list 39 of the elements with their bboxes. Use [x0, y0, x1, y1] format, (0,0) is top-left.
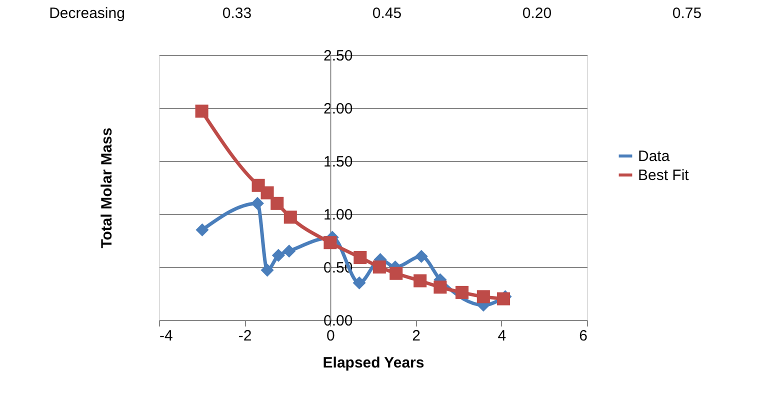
y-axis-title: Total Molar Mass — [98, 128, 116, 248]
point — [372, 260, 386, 274]
point — [282, 244, 296, 258]
point — [250, 196, 264, 210]
point — [414, 274, 427, 288]
text: 0.20 — [522, 5, 552, 22]
y-tick-label: 1.00 — [323, 206, 353, 224]
x-tick-label: -4 — [160, 328, 173, 344]
point — [324, 236, 337, 250]
point — [195, 104, 208, 118]
point — [352, 276, 366, 290]
point — [196, 223, 209, 236]
x-tick-label: 2 — [412, 328, 420, 344]
point — [260, 264, 274, 277]
point — [414, 250, 428, 263]
x-tick-label: 6 — [579, 328, 588, 344]
x-tick-label: 4 — [498, 328, 506, 344]
point — [476, 290, 490, 304]
x-tick-label: -2 — [238, 328, 252, 344]
text: Decreasing — [49, 5, 125, 22]
point — [456, 286, 469, 299]
point — [270, 196, 284, 210]
text: 0.75 — [672, 5, 702, 22]
x-axis-title: Elapsed Years — [322, 354, 424, 372]
x-tick-label: 0 — [326, 328, 335, 344]
point — [272, 248, 285, 262]
text: 0.33 — [222, 5, 252, 22]
y-tick-label: 1.50 — [323, 154, 353, 170]
y-tick-label: 2.50 — [323, 48, 353, 64]
point — [284, 210, 297, 224]
point — [354, 250, 367, 264]
text: 0.45 — [372, 5, 402, 22]
y-tick-label: 0.00 — [323, 312, 353, 330]
point — [390, 266, 403, 280]
legend-label: Best Fit — [638, 167, 690, 184]
point — [434, 280, 447, 294]
legend-label: Data — [638, 148, 670, 165]
y-tick-label: 2.00 — [323, 100, 353, 118]
point — [260, 186, 274, 200]
